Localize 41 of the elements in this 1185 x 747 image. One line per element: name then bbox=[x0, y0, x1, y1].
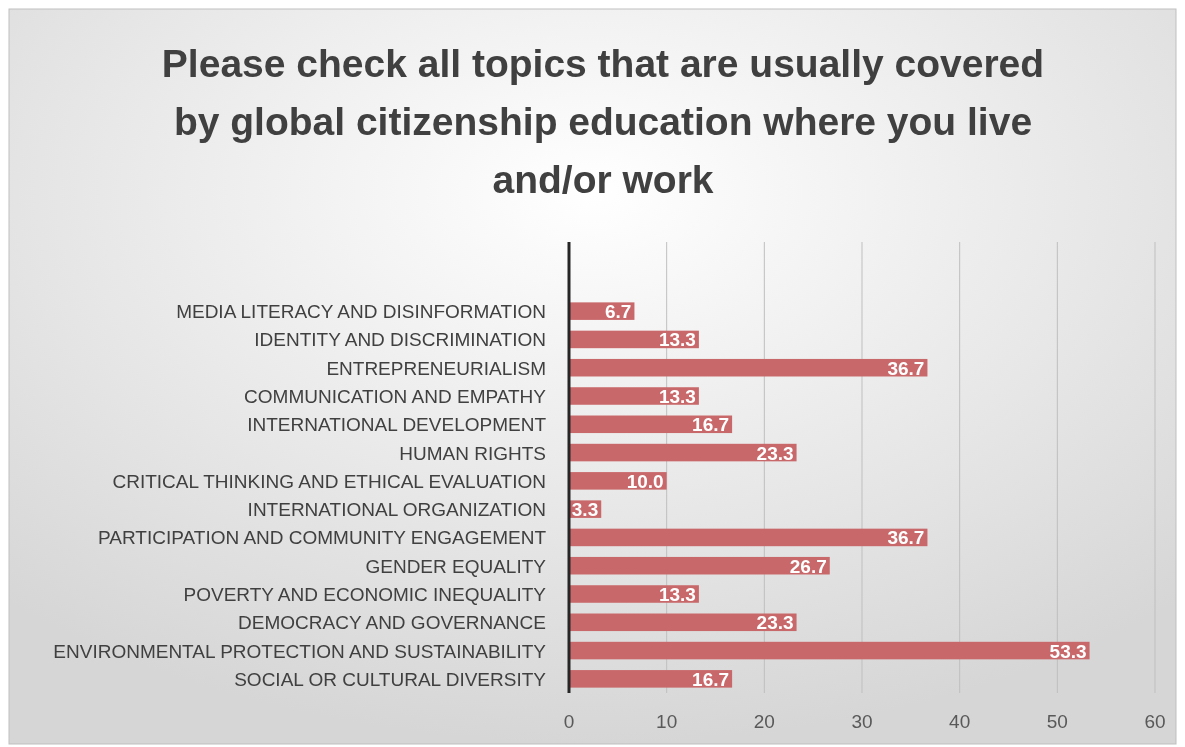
bar bbox=[569, 670, 733, 688]
y-tick-label: IDENTITY AND DISCRIMINATION bbox=[254, 329, 546, 351]
data-label: 16.7 bbox=[692, 414, 730, 436]
y-tick-label: PARTICIPATION AND COMMUNITY ENGAGEMENT bbox=[98, 527, 547, 549]
x-tick-label: 10 bbox=[656, 711, 678, 732]
data-label: 3.3 bbox=[571, 499, 599, 521]
y-tick-label: DEMOCRACY AND GOVERNANCE bbox=[238, 612, 546, 634]
x-tick-label: 40 bbox=[949, 711, 971, 732]
y-tick-label: COMMUNICATION AND EMPATHY bbox=[244, 386, 547, 407]
x-tick-label: 0 bbox=[563, 711, 575, 732]
data-label: 23.3 bbox=[756, 442, 794, 464]
x-tick-label: 60 bbox=[1144, 711, 1166, 732]
bar bbox=[569, 556, 830, 575]
data-label: 26.7 bbox=[789, 555, 827, 577]
data-label: 10.0 bbox=[626, 470, 664, 492]
x-tick-label: 30 bbox=[851, 711, 873, 732]
data-label: 13.3 bbox=[658, 329, 696, 351]
data-label: 23.3 bbox=[756, 612, 794, 634]
y-tick-label: INTERNATIONAL DEVELOPMENT bbox=[247, 414, 547, 436]
y-tick-label: GENDER EQUALITY bbox=[365, 555, 547, 577]
y-tick-label: ENTREPRENEURIALISM bbox=[326, 357, 546, 379]
y-tick-label: ENVIRONMENTAL PROTECTION AND SUSTAINABILITY bbox=[53, 640, 547, 662]
y-tick-label: MEDIA LITERACY AND DISINFORMATION bbox=[176, 301, 546, 323]
chart-title: Please check all topics that are usually covered by global citizenship education where you live and/or work bbox=[161, 42, 1045, 201]
bar bbox=[569, 358, 928, 377]
y-tick-label: POVERTY AND ECONOMIC INEQUALITY bbox=[183, 584, 547, 605]
bar bbox=[569, 528, 928, 547]
data-label: 16.7 bbox=[692, 668, 730, 690]
y-tick-label: SOCIAL OR CULTURAL DIVERSITY bbox=[234, 668, 547, 690]
x-tick-label: 20 bbox=[753, 711, 775, 732]
data-label: 36.7 bbox=[887, 527, 925, 549]
y-tick-label: INTERNATIONAL ORGANIZATION bbox=[247, 499, 546, 521]
bar bbox=[569, 641, 1090, 660]
data-label: 13.3 bbox=[658, 386, 696, 407]
y-tick-label: CRITICAL THINKING AND ETHICAL EVALUATION bbox=[112, 470, 546, 492]
x-tick-label: 50 bbox=[1046, 711, 1068, 732]
y-tick-label: HUMAN RIGHTS bbox=[399, 442, 546, 464]
data-label: 6.7 bbox=[605, 301, 632, 323]
data-label: 36.7 bbox=[887, 357, 925, 379]
data-label: 13.3 bbox=[658, 584, 696, 605]
data-label: 53.3 bbox=[1049, 640, 1087, 662]
